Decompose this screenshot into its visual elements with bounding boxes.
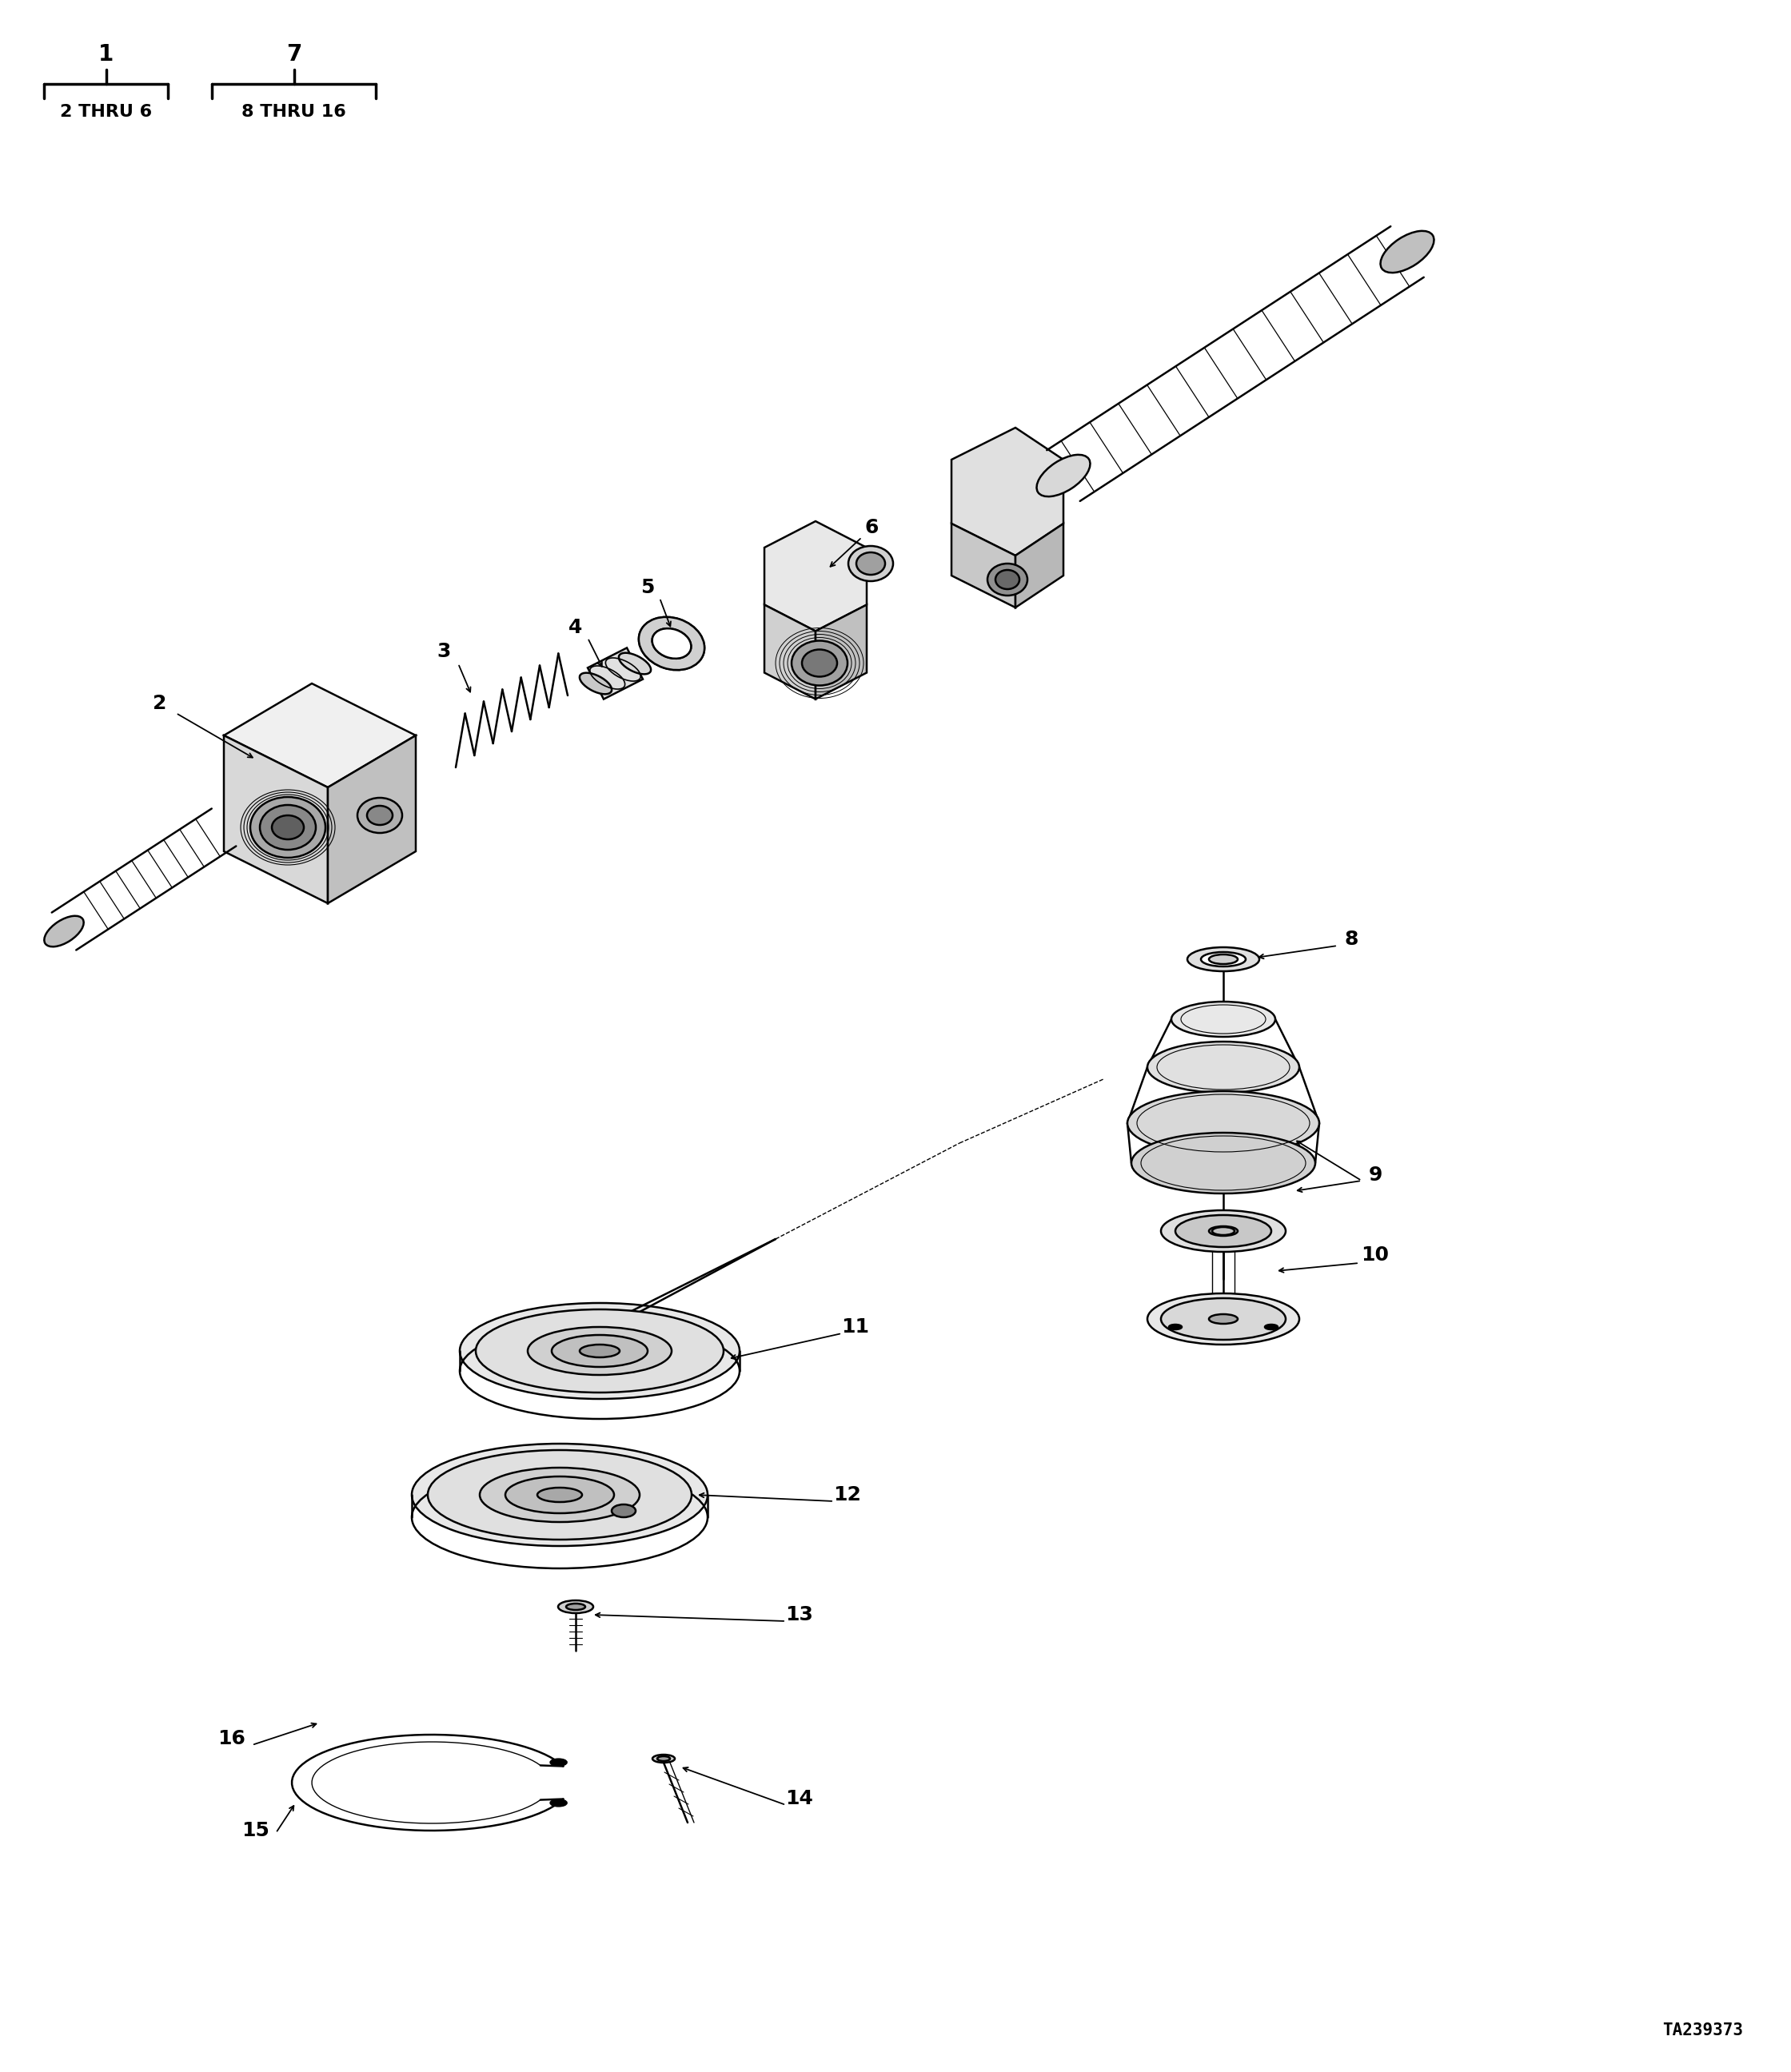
Text: 1: 1	[99, 44, 113, 66]
Ellipse shape	[428, 1450, 691, 1539]
Ellipse shape	[987, 564, 1028, 595]
Polygon shape	[765, 605, 815, 698]
Ellipse shape	[552, 1334, 648, 1368]
Ellipse shape	[1202, 951, 1247, 966]
Ellipse shape	[652, 628, 691, 659]
Polygon shape	[224, 736, 328, 903]
Ellipse shape	[1175, 1214, 1272, 1247]
Ellipse shape	[652, 628, 691, 659]
Ellipse shape	[367, 806, 392, 825]
Ellipse shape	[559, 1600, 593, 1614]
Text: 4: 4	[570, 617, 582, 636]
Ellipse shape	[476, 1310, 724, 1392]
Ellipse shape	[613, 1504, 636, 1517]
Ellipse shape	[1161, 1299, 1286, 1341]
Ellipse shape	[996, 570, 1019, 588]
Text: 2 THRU 6: 2 THRU 6	[59, 104, 152, 120]
Ellipse shape	[639, 617, 704, 669]
Ellipse shape	[856, 553, 885, 574]
Text: 14: 14	[786, 1788, 813, 1809]
Ellipse shape	[537, 1488, 582, 1502]
Polygon shape	[951, 524, 1015, 607]
Text: 2: 2	[152, 694, 167, 713]
Ellipse shape	[1381, 230, 1435, 274]
Ellipse shape	[639, 617, 704, 669]
Ellipse shape	[580, 1345, 620, 1357]
Ellipse shape	[1213, 1227, 1234, 1235]
Ellipse shape	[412, 1444, 707, 1546]
Polygon shape	[328, 736, 416, 903]
Ellipse shape	[1037, 454, 1091, 497]
Ellipse shape	[1148, 1042, 1298, 1092]
Text: 6: 6	[865, 518, 878, 537]
Ellipse shape	[1170, 1324, 1182, 1330]
Text: TA239373: TA239373	[1662, 2022, 1743, 2039]
Ellipse shape	[1132, 1133, 1315, 1193]
Text: 9: 9	[1368, 1164, 1383, 1185]
Ellipse shape	[1187, 947, 1259, 972]
Text: 8: 8	[1345, 930, 1358, 949]
Text: 7: 7	[287, 44, 301, 66]
Ellipse shape	[528, 1326, 672, 1376]
Ellipse shape	[566, 1604, 586, 1610]
Polygon shape	[815, 605, 867, 698]
Polygon shape	[1015, 524, 1064, 607]
Text: 8 THRU 16: 8 THRU 16	[242, 104, 346, 120]
Ellipse shape	[802, 649, 836, 678]
Text: 12: 12	[833, 1486, 861, 1504]
Ellipse shape	[1209, 1314, 1238, 1324]
Text: 15: 15	[242, 1821, 270, 1840]
Text: 10: 10	[1361, 1245, 1390, 1264]
Ellipse shape	[260, 806, 315, 850]
Ellipse shape	[792, 640, 847, 686]
Ellipse shape	[657, 1757, 670, 1761]
Text: 16: 16	[219, 1728, 245, 1749]
Polygon shape	[951, 427, 1064, 555]
Ellipse shape	[460, 1303, 740, 1399]
Ellipse shape	[849, 547, 894, 580]
Ellipse shape	[652, 1755, 675, 1763]
Ellipse shape	[1171, 1001, 1275, 1036]
Ellipse shape	[272, 816, 304, 839]
Ellipse shape	[618, 653, 650, 673]
Ellipse shape	[358, 798, 403, 833]
Ellipse shape	[1127, 1092, 1320, 1154]
Text: 11: 11	[842, 1318, 869, 1336]
Polygon shape	[224, 684, 416, 787]
Ellipse shape	[251, 798, 326, 858]
Ellipse shape	[580, 673, 613, 694]
Ellipse shape	[550, 1759, 566, 1765]
Ellipse shape	[505, 1477, 614, 1513]
Ellipse shape	[1264, 1324, 1277, 1330]
Ellipse shape	[1161, 1210, 1286, 1251]
Ellipse shape	[1209, 1227, 1238, 1235]
Polygon shape	[587, 649, 643, 698]
Ellipse shape	[550, 1801, 566, 1807]
Ellipse shape	[1148, 1293, 1298, 1345]
Text: 3: 3	[437, 642, 451, 661]
Text: 5: 5	[641, 578, 654, 597]
Ellipse shape	[45, 916, 84, 947]
Ellipse shape	[1209, 955, 1238, 963]
Ellipse shape	[480, 1467, 639, 1523]
Text: 13: 13	[786, 1606, 813, 1624]
Polygon shape	[765, 522, 867, 632]
